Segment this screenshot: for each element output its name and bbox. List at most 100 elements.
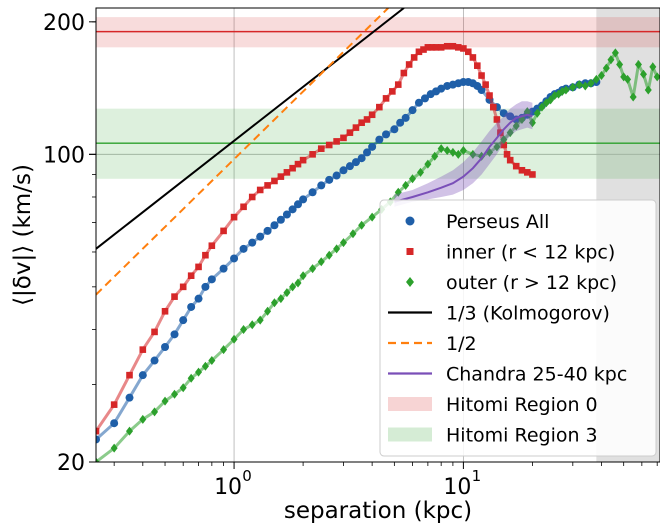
- data-point: [437, 144, 445, 154]
- data-point: [499, 109, 508, 118]
- data-point: [283, 169, 291, 176]
- data-point: [170, 330, 179, 339]
- data-point: [382, 130, 391, 139]
- data-point: [437, 44, 445, 51]
- data-point: [368, 142, 377, 151]
- data-point: [230, 254, 239, 263]
- data-point: [469, 54, 477, 61]
- data-point: [288, 205, 297, 214]
- data-point: [309, 151, 316, 158]
- legend-box: [379, 199, 657, 457]
- legend-patch: [388, 427, 432, 442]
- data-point: [309, 264, 317, 274]
- legend-label: 1/2: [446, 333, 477, 355]
- data-point: [349, 229, 357, 239]
- data-point: [405, 61, 413, 68]
- y-axis-label: ⟨|δv|⟩ (km/s): [10, 164, 36, 306]
- data-point: [125, 393, 134, 402]
- data-point: [240, 324, 248, 334]
- data-point: [325, 141, 333, 149]
- data-point: [416, 167, 424, 177]
- plot-frame: [95, 7, 660, 463]
- data-point: [270, 221, 279, 230]
- data-point: [449, 147, 457, 157]
- data-point: [408, 106, 417, 115]
- data-point: [414, 98, 423, 107]
- data-point: [187, 373, 195, 383]
- data-point: [368, 111, 376, 119]
- data-point: [201, 361, 209, 371]
- data-point: [363, 148, 372, 157]
- data-point: [277, 294, 285, 304]
- data-point: [547, 95, 555, 105]
- x-axis-label: separation (kpc): [284, 498, 472, 524]
- legend-patch: [388, 397, 432, 411]
- data-point: [179, 283, 187, 291]
- data-point: [529, 171, 536, 178]
- data-point: [587, 78, 595, 88]
- data-point: [208, 242, 216, 250]
- data-point: [96, 435, 100, 444]
- data-point: [161, 307, 169, 315]
- data-point: [602, 63, 610, 73]
- data-point: [96, 457, 100, 462]
- data-point: [477, 86, 486, 95]
- data-point: [474, 62, 481, 69]
- data-point: [151, 407, 159, 417]
- legend-label: inner (r < 12 kpc): [446, 242, 615, 264]
- data-point: [110, 401, 118, 408]
- data-point: [308, 188, 317, 197]
- data-point: [493, 142, 501, 152]
- series-line: [394, 113, 533, 203]
- data-point: [512, 162, 520, 170]
- data-point: [264, 306, 272, 316]
- data-point: [339, 238, 347, 248]
- data-point: [493, 116, 501, 123]
- data-point: [220, 345, 228, 355]
- legend-marker: [406, 248, 414, 255]
- data-point: [110, 443, 118, 453]
- data-point: [294, 278, 302, 288]
- data-point: [524, 169, 531, 176]
- data-point: [454, 149, 462, 159]
- data-point: [256, 186, 264, 194]
- data-point: [506, 128, 514, 138]
- data-point: [110, 419, 119, 428]
- data-point: [171, 293, 178, 300]
- data-point: [420, 94, 429, 103]
- data-point: [299, 195, 308, 204]
- data-point: [299, 271, 307, 281]
- data-point: [597, 71, 605, 81]
- legend-label: 1/3 (Kolmogorov): [446, 303, 610, 325]
- data-point: [390, 125, 399, 134]
- data-point: [339, 166, 348, 175]
- data-point: [358, 220, 366, 230]
- legend-label: outer (r > 12 kpc): [446, 272, 617, 294]
- data-point: [459, 146, 467, 156]
- x-tick-exponent: 1: [472, 467, 482, 485]
- x-tick-exponent: 0: [242, 467, 252, 485]
- data-point: [533, 108, 541, 118]
- data-point: [239, 244, 248, 253]
- data-point: [358, 119, 365, 126]
- data-point: [409, 174, 417, 184]
- data-point: [500, 135, 508, 145]
- data-point: [486, 92, 493, 99]
- data-point: [389, 88, 396, 95]
- data-point: [248, 320, 256, 330]
- data-point: [230, 213, 238, 221]
- legend-marker: [406, 277, 414, 287]
- data-point: [96, 427, 100, 435]
- data-point: [289, 164, 296, 172]
- data-point: [346, 129, 354, 136]
- data-point: [194, 294, 203, 303]
- data-point: [294, 160, 302, 168]
- data-point: [240, 203, 247, 211]
- data-point: [271, 177, 278, 185]
- data-point: [503, 151, 511, 158]
- data-point: [420, 46, 427, 53]
- legend-label: Hitomi Region 3: [446, 425, 598, 447]
- data-point: [616, 59, 624, 69]
- x-tick-label: 10: [443, 475, 471, 500]
